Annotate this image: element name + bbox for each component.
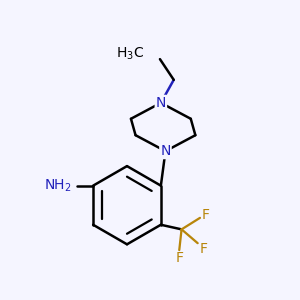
- Text: N: N: [156, 96, 166, 110]
- Text: F: F: [200, 242, 208, 256]
- Text: N: N: [160, 144, 171, 158]
- Text: H$_3$C: H$_3$C: [116, 45, 144, 62]
- Text: F: F: [175, 251, 183, 265]
- Text: F: F: [202, 208, 209, 222]
- Text: NH$_2$: NH$_2$: [44, 178, 71, 194]
